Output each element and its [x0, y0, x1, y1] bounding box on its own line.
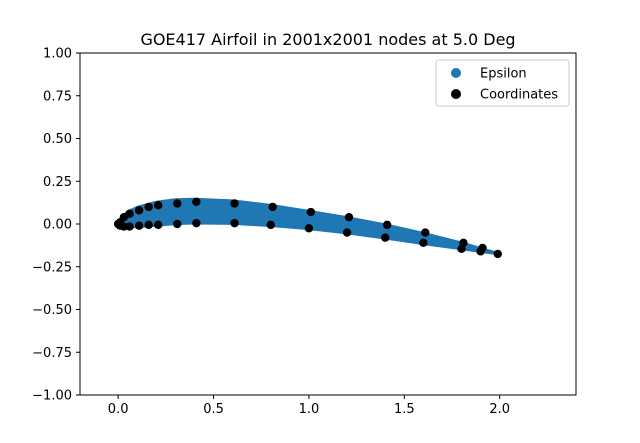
coordinate-point: [421, 228, 430, 237]
coordinate-point: [125, 209, 134, 218]
coordinate-point: [230, 199, 239, 208]
coordinate-point: [266, 220, 275, 230]
legend-marker: [451, 89, 461, 99]
chart-title: GOE417 Airfoil in 2001x2001 nodes at 5.0…: [140, 30, 515, 49]
coordinate-point: [419, 238, 428, 248]
coordinate-point: [144, 202, 153, 212]
y-tick-label: −1.00: [32, 389, 72, 404]
coordinate-point: [173, 199, 182, 208]
y-tick-label: 0.75: [43, 89, 72, 104]
x-tick-label: 2.0: [489, 402, 510, 417]
legend-marker: [451, 68, 461, 78]
plot-area: [113, 197, 502, 259]
coordinate-point: [125, 222, 134, 231]
coordinate-point: [144, 220, 153, 230]
x-tick-label: 0.5: [203, 402, 224, 417]
coordinate-point: [457, 244, 466, 253]
x-tick-label: 1.5: [394, 402, 415, 417]
coordinate-point: [192, 218, 201, 228]
coordinate-point: [342, 228, 352, 237]
y-tick-label: −0.50: [32, 303, 72, 318]
x-tick-label: 1.0: [299, 402, 320, 417]
coordinate-point: [134, 221, 144, 230]
y-tick-label: 1.00: [43, 47, 72, 62]
coordinate-point: [381, 233, 390, 242]
legend-box: [435, 59, 570, 107]
legend: Epsilon Coordinates: [435, 59, 570, 107]
coordinate-point: [230, 218, 239, 228]
legend-label: Epsilon: [480, 67, 527, 82]
coordinate-point: [268, 202, 277, 212]
coordinate-point: [344, 212, 354, 222]
coordinate-point: [493, 249, 502, 259]
coordinate-point: [154, 220, 163, 230]
coordinate-point: [476, 247, 485, 256]
coordinate-point: [173, 219, 182, 229]
y-tick-label: 0.50: [43, 132, 72, 147]
legend-label: Coordinates: [480, 88, 558, 103]
y-tick-label: −0.25: [32, 260, 72, 275]
coordinate-point: [154, 200, 163, 210]
coordinate-point: [134, 206, 144, 215]
coordinate-point: [306, 207, 316, 217]
y-tick-label: 0.00: [43, 218, 72, 233]
coordinate-point: [382, 220, 392, 230]
x-axis: 0.0 0.5 1.0 1.5 2.0: [108, 395, 510, 417]
x-tick-label: 0.0: [108, 402, 129, 417]
coordinate-point: [304, 224, 314, 233]
y-tick-label: −0.75: [32, 346, 72, 361]
y-tick-label: 0.25: [43, 175, 72, 190]
y-axis: −1.00 −0.75 −0.50 −0.25 0.00 0.25 0.50 0.75 1.00: [32, 47, 80, 404]
coordinate-point: [192, 197, 201, 206]
